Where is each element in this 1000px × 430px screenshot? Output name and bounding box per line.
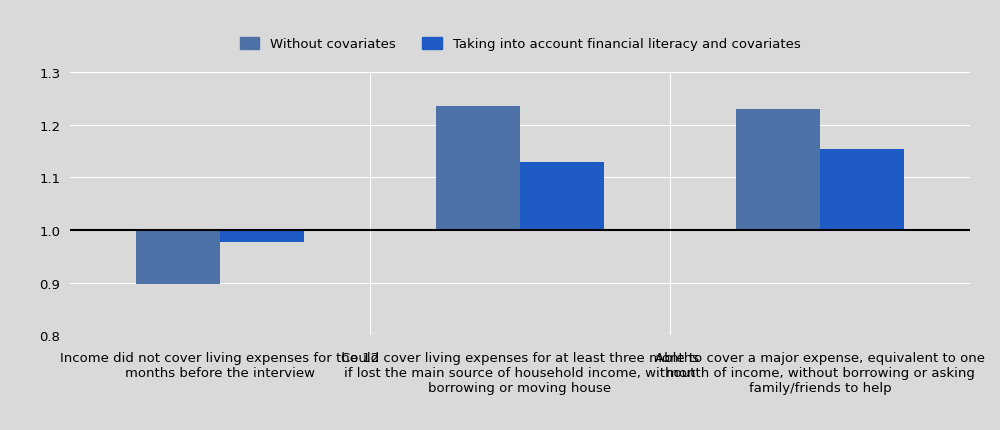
Bar [220,230,304,243]
Legend: Without covariates, Taking into account financial literacy and covariates: Without covariates, Taking into account … [234,33,806,56]
Bar [820,149,904,230]
Bar [736,110,820,230]
Bar [436,107,520,230]
Bar [520,162,604,230]
Bar [136,230,220,285]
